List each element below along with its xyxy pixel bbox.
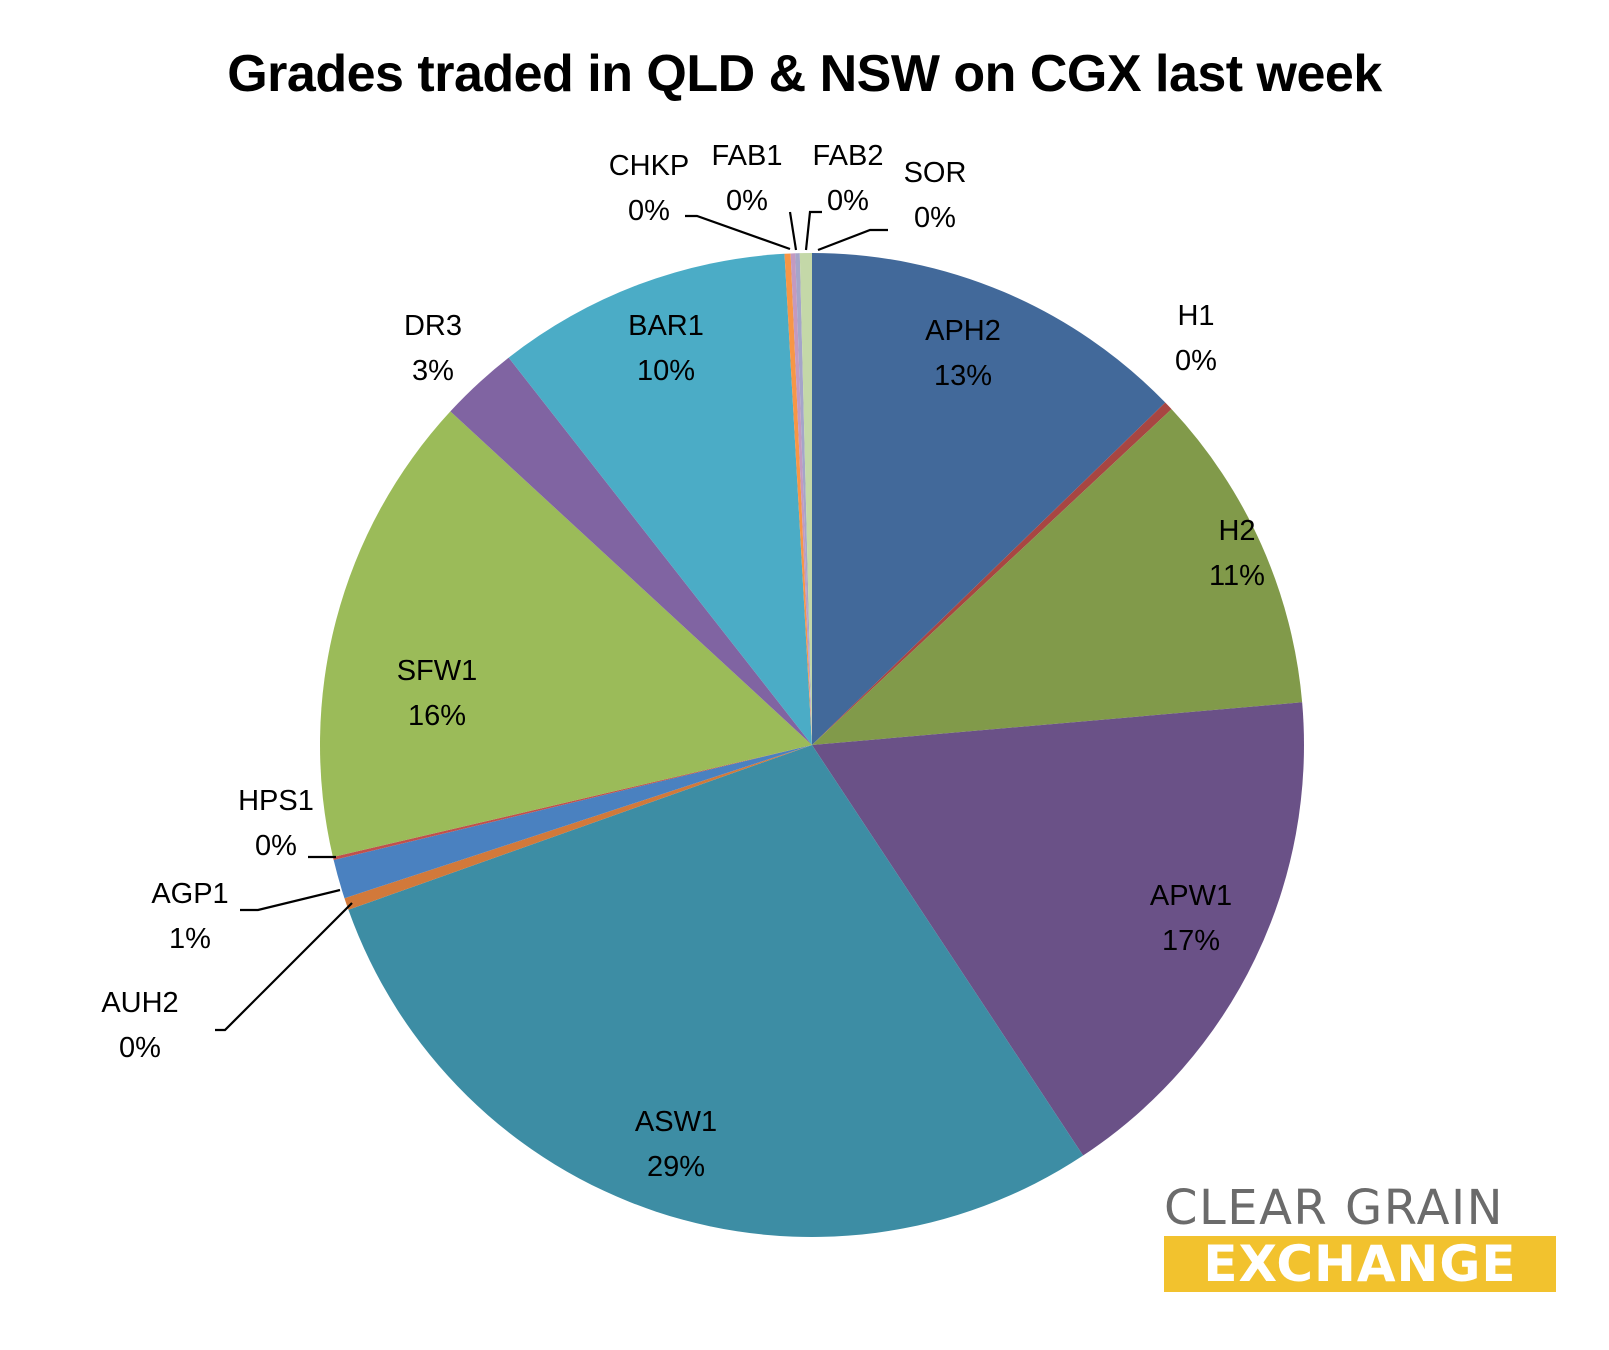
slice-label-auh2: AUH2: [101, 987, 178, 1019]
logo-line-1: CLEAR GRAIN: [1164, 1180, 1505, 1236]
slice-percent-fab2: 0%: [827, 185, 869, 217]
pie-slice-bar1: [508, 253, 812, 745]
clear-grain-exchange-logo: CLEAR GRAIN EXCHANGE: [1164, 1182, 1556, 1292]
slice-percent-asw1: 29%: [647, 1151, 705, 1183]
slice-percent-agp1: 1%: [169, 923, 211, 955]
slice-percent-aph2: 13%: [934, 360, 992, 392]
leader-lines: [215, 210, 888, 1032]
pie-slice-dr3: [450, 357, 812, 745]
logo-line-2: EXCHANGE: [1203, 1236, 1517, 1292]
pie-slice-sfw1: [319, 411, 812, 858]
leader-line-agp1: [240, 888, 341, 912]
leader-line-auh2: [215, 902, 353, 1032]
slice-label-sor: SOR: [904, 157, 967, 189]
pie-slice-fab2: [795, 253, 812, 745]
slice-labels: APH2 13% H1 0% H2 11% APW1 17% ASW1 29% AUH2 0% AGP1…: [101, 140, 1265, 1183]
slice-label-sfw1: SFW1: [397, 655, 478, 687]
leader-line-fab1: [788, 211, 798, 251]
pie-slice-apw1: [812, 702, 1304, 1156]
pie-slice-auh2: [344, 745, 812, 910]
leader-line-sor: [817, 228, 888, 252]
pie-slice-h1: [812, 402, 1172, 745]
slice-percent-h2: 11%: [1209, 560, 1265, 592]
chart-title: Grades traded in QLD & NSW on CGX last w…: [227, 45, 1382, 103]
slice-label-hps1: HPS1: [238, 785, 314, 817]
pie-slice-asw1: [348, 745, 1084, 1237]
slice-percent-sfw1: 16%: [408, 700, 466, 732]
pie-slices: [319, 253, 1304, 1237]
slice-label-h1: H1: [1177, 300, 1214, 332]
pie-slice-fab1: [790, 253, 812, 746]
pie-slice-aph2: [812, 253, 1166, 745]
slice-label-dr3: DR3: [404, 310, 462, 342]
pie-slice-h2: [812, 409, 1303, 745]
slice-percent-auh2: 0%: [119, 1032, 161, 1064]
pie-slice-agp1: [333, 745, 812, 899]
slice-label-h2: H2: [1218, 515, 1255, 547]
slice-percent-fab1: 0%: [726, 185, 768, 217]
slice-percent-chkp: 0%: [628, 195, 670, 227]
slice-label-apw1: APW1: [1150, 880, 1232, 912]
pie-slice-hps1: [332, 745, 812, 860]
slice-label-asw1: ASW1: [635, 1106, 717, 1138]
slice-percent-apw1: 17%: [1162, 925, 1220, 957]
pie-slice-sor: [799, 253, 812, 745]
pie-slice-chkp: [784, 253, 812, 745]
logo-band: EXCHANGE: [1164, 1236, 1556, 1292]
slice-label-fab1: FAB1: [712, 140, 783, 172]
slice-label-fab2: FAB2: [813, 140, 884, 172]
leader-line-fab2: [804, 210, 822, 251]
slice-label-bar1: BAR1: [628, 310, 704, 342]
slice-label-chkp: CHKP: [609, 150, 690, 182]
slice-percent-h1: 0%: [1175, 345, 1217, 377]
slice-percent-dr3: 3%: [412, 355, 454, 387]
slice-percent-hps1: 0%: [255, 830, 297, 862]
slice-label-aph2: APH2: [925, 315, 1001, 347]
slice-label-agp1: AGP1: [151, 878, 228, 910]
slice-percent-bar1: 10%: [637, 355, 695, 387]
leader-line-chkp: [685, 214, 791, 251]
slice-percent-sor: 0%: [914, 202, 956, 234]
